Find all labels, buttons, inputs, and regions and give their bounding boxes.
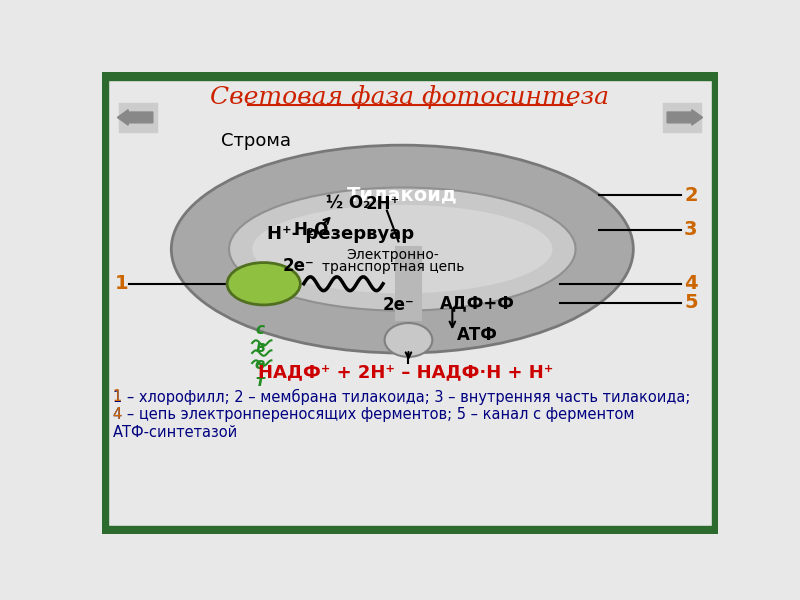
Ellipse shape bbox=[252, 205, 553, 293]
Bar bbox=[102, 72, 718, 80]
Text: с
в
е
т: с в е т bbox=[254, 322, 265, 389]
Text: 2: 2 bbox=[684, 185, 698, 205]
FancyArrow shape bbox=[118, 110, 153, 125]
Text: Световая фаза фотосинтеза: Световая фаза фотосинтеза bbox=[210, 85, 610, 109]
Bar bbox=[396, 247, 421, 320]
Ellipse shape bbox=[385, 323, 432, 357]
Text: АТФ-синтетазой: АТФ-синтетазой bbox=[113, 425, 238, 440]
Bar bbox=[712, 72, 718, 534]
Text: 3: 3 bbox=[684, 220, 698, 239]
Text: 2Н⁺: 2Н⁺ bbox=[366, 196, 400, 214]
Ellipse shape bbox=[171, 145, 634, 353]
Text: 2e⁻: 2e⁻ bbox=[282, 257, 314, 275]
Text: Тилакоид: Тилакоид bbox=[347, 185, 458, 205]
Bar bbox=[102, 72, 108, 534]
Text: 1 – хлорофилл; 2 – мембрана тилакоида; 3 – внутренняя часть тилакоида;: 1 – хлорофилл; 2 – мембрана тилакоида; 3… bbox=[113, 389, 690, 405]
Text: Н₂О: Н₂О bbox=[294, 221, 329, 239]
Text: Строма: Строма bbox=[222, 132, 291, 150]
Text: 4: 4 bbox=[684, 274, 698, 293]
Text: АТФ: АТФ bbox=[458, 326, 498, 344]
Text: 2e⁻: 2e⁻ bbox=[382, 296, 414, 314]
Ellipse shape bbox=[229, 187, 575, 311]
Text: 1: 1 bbox=[113, 389, 122, 404]
Text: ½ О₂: ½ О₂ bbox=[326, 194, 370, 212]
Text: АДФ+Ф: АДФ+Ф bbox=[440, 294, 515, 312]
Text: 1: 1 bbox=[114, 274, 128, 293]
Text: 5: 5 bbox=[684, 293, 698, 313]
Text: 4 – цепь электронпереносящих ферментов; 5 – канал с ферментом: 4 – цепь электронпереносящих ферментов; … bbox=[113, 407, 634, 422]
Text: НАДФ⁺ + 2Н⁺ – НАДФ·Н + Н⁺: НАДФ⁺ + 2Н⁺ – НАДФ·Н + Н⁺ bbox=[258, 363, 554, 382]
Bar bbox=[662, 103, 701, 132]
Text: транспортная цепь: транспортная цепь bbox=[322, 260, 464, 274]
Ellipse shape bbox=[227, 263, 300, 305]
FancyArrow shape bbox=[667, 110, 702, 125]
Text: Электронно-: Электронно- bbox=[346, 248, 439, 262]
Bar bbox=[119, 103, 158, 132]
Bar bbox=[102, 526, 718, 534]
Text: 4: 4 bbox=[113, 407, 122, 422]
Text: Н⁺- резервуар: Н⁺- резервуар bbox=[267, 224, 414, 242]
